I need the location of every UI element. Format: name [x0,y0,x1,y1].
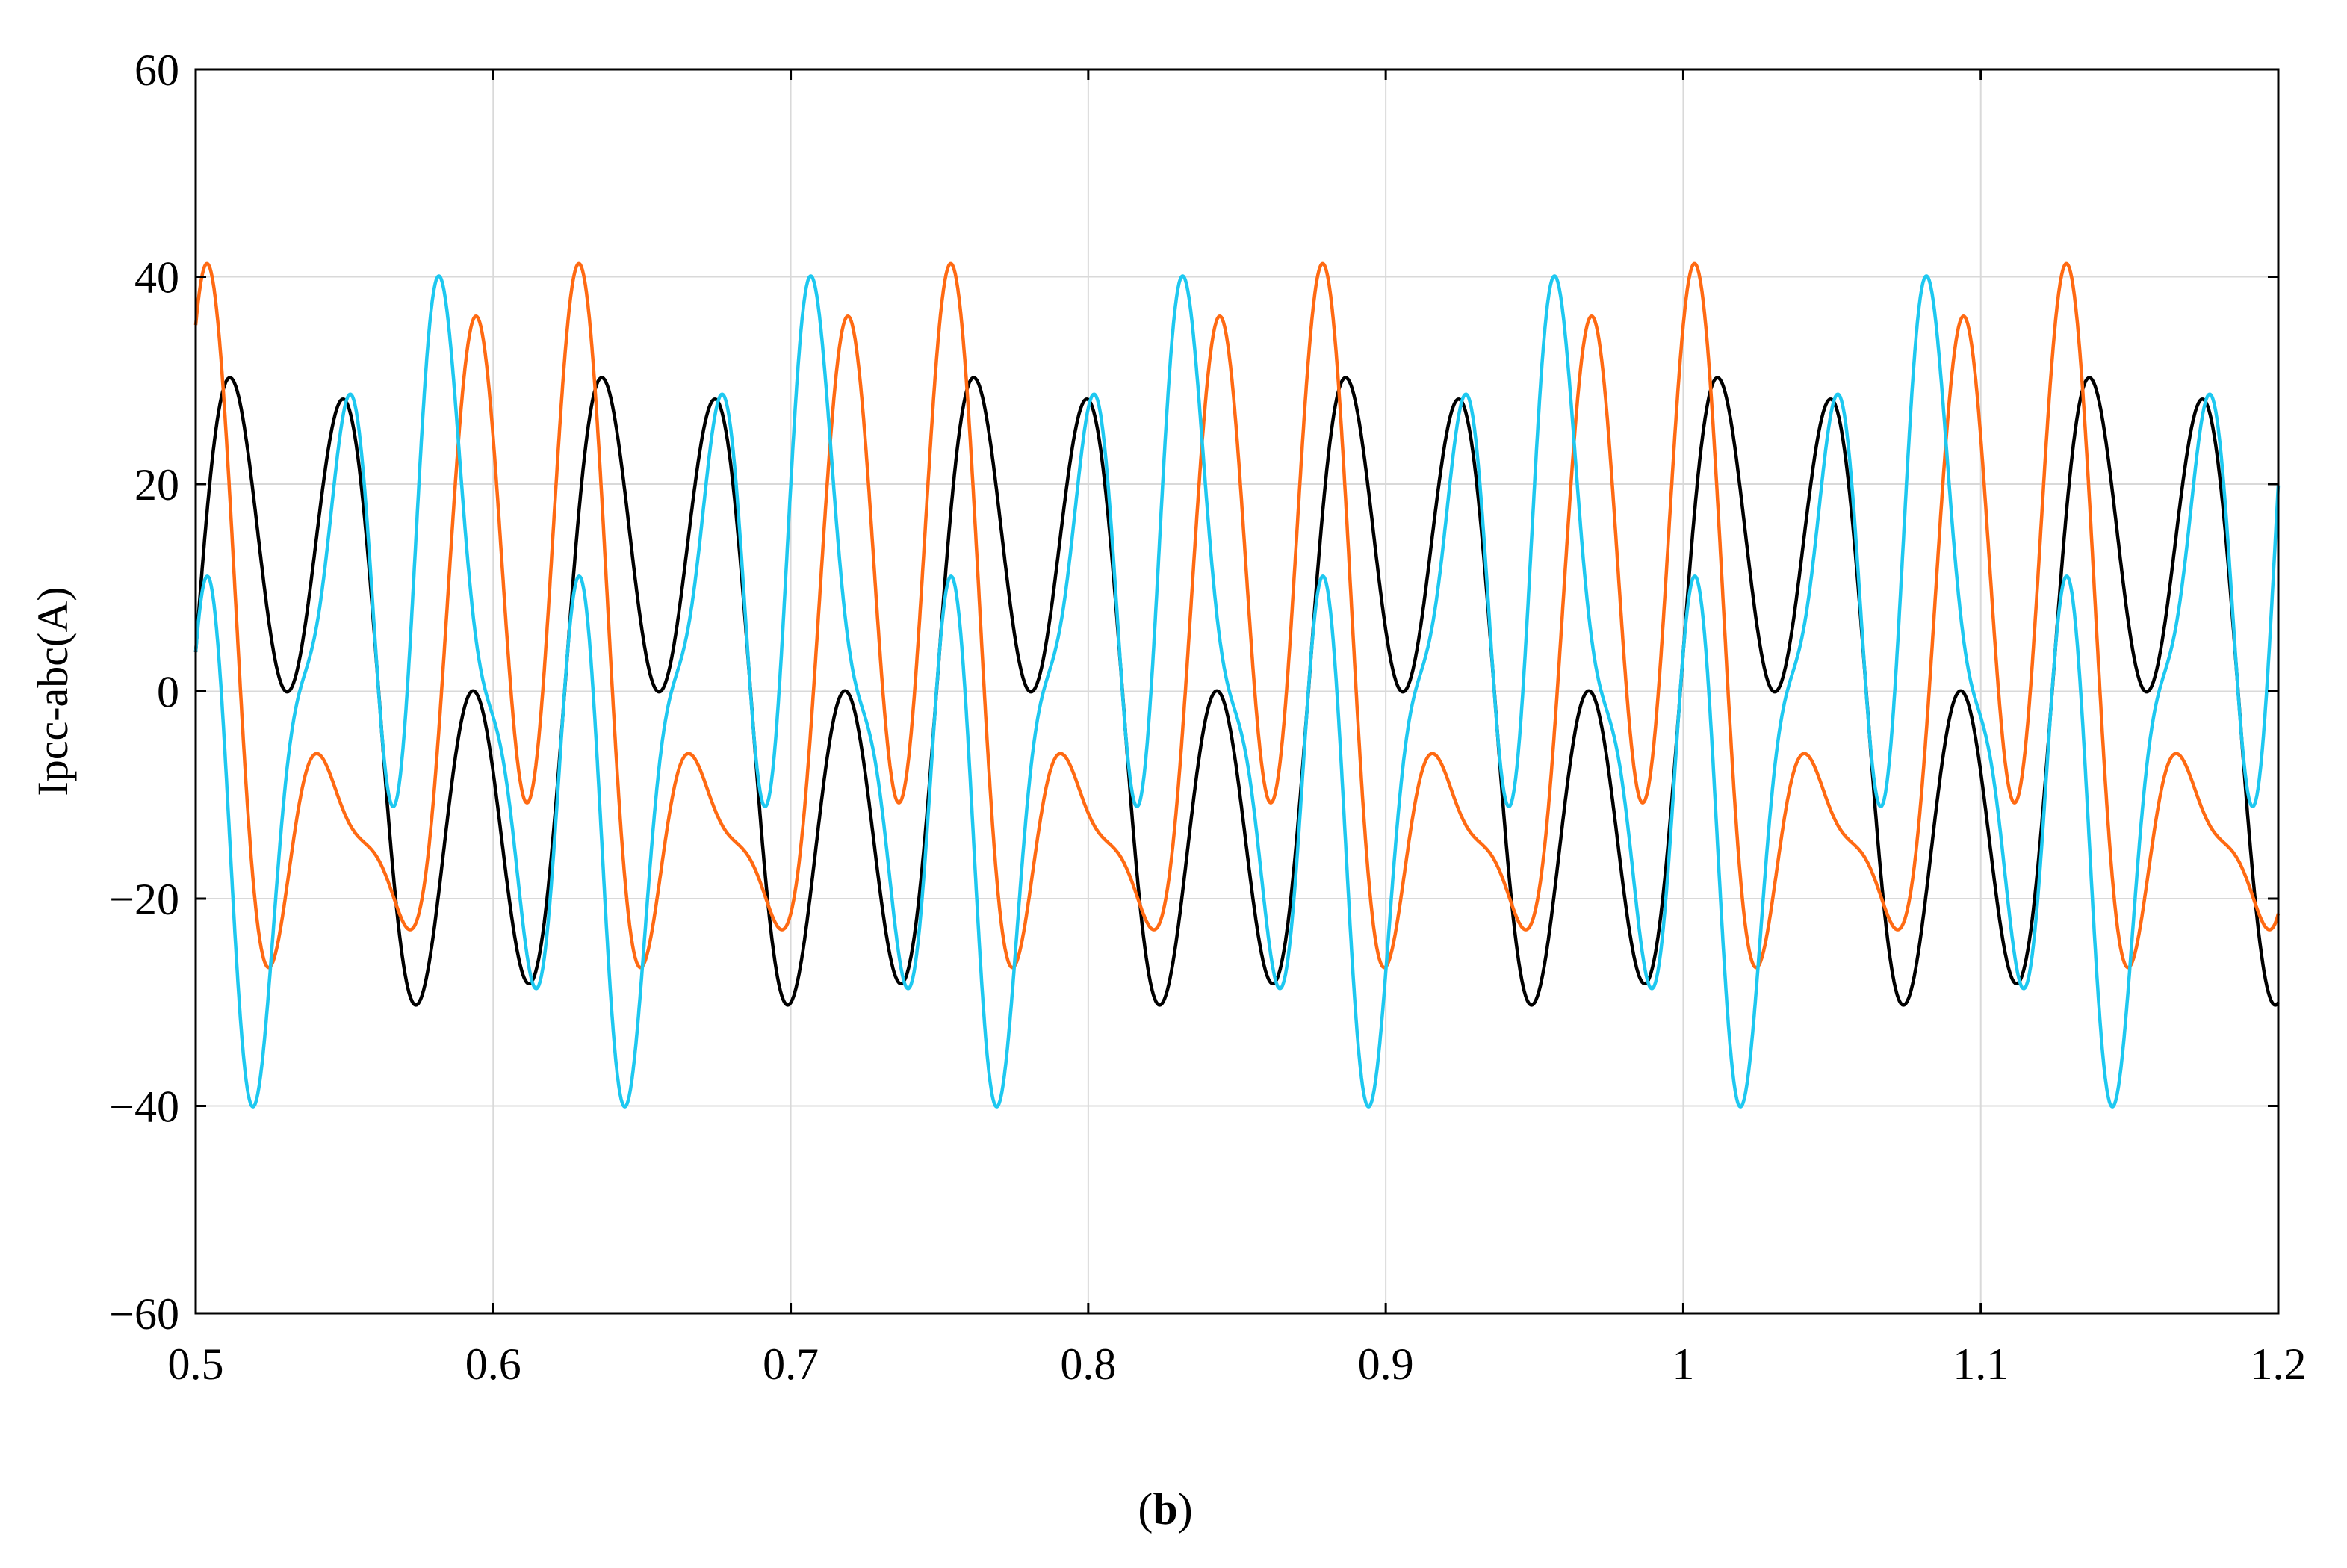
y-axis-label: Ipcc-abc(A) [28,586,77,796]
caption-close-paren: ) [1178,1484,1193,1534]
y-tick-label: −60 [109,1289,179,1339]
x-tick-label: 0.5 [168,1339,224,1389]
x-tick-label: 0.7 [763,1339,819,1389]
y-tick-label: 20 [134,460,179,509]
caption-open-paren: ( [1138,1484,1153,1534]
x-tick-label: 0.9 [1358,1339,1414,1389]
figure-caption: (b) [1138,1484,1192,1534]
x-tick-label: 0.6 [465,1339,521,1389]
y-tick-label: −20 [109,875,179,924]
y-tick-label: −40 [109,1082,179,1132]
y-tick-label: 0 [157,668,179,717]
x-tick-label: 1 [1672,1339,1694,1389]
caption-letter: b [1153,1484,1177,1534]
series-line-2 [193,261,2281,970]
x-tick-label: 0.8 [1060,1339,1116,1389]
grid [196,69,2278,1313]
series-line-3 [193,274,2281,1109]
tick-labels: 0.5 0.6 0.7 0.8 0.9 1 1.1 1.2 −60 −40 −20 0 20 40 60 [109,46,2306,1389]
x-tick-label: 1.2 [2251,1339,2307,1389]
x-tick-label: 1.1 [1953,1339,2009,1389]
plot-series [193,261,2281,1109]
series-line-1 [193,376,2280,1007]
y-tick-label: 60 [134,46,179,95]
axis-ticks [194,68,2280,1315]
y-tick-label: 40 [134,253,179,303]
